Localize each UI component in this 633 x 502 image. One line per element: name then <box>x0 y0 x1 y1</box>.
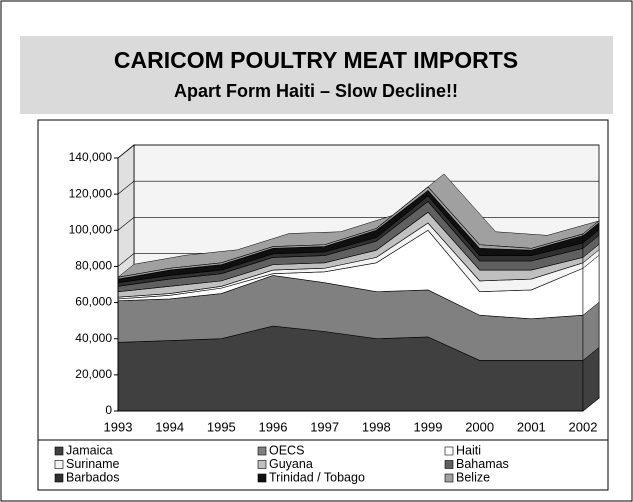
y-tick-label: 80,000 <box>75 259 112 273</box>
legend-swatch <box>444 473 454 483</box>
y-tick-label: 140,000 <box>69 150 113 164</box>
y-tick-label: 60,000 <box>75 295 112 309</box>
title-band <box>20 36 613 114</box>
x-tick-label: 1999 <box>414 419 443 434</box>
y-tick-label: 100,000 <box>69 222 113 236</box>
legend-label: Trinidad / Tobago <box>269 470 365 484</box>
y-tick-label: 40,000 <box>75 331 112 345</box>
chart-subtitle: Apart Form Haiti – Slow Decline!! <box>174 81 458 101</box>
x-tick-label: 2001 <box>517 419 546 434</box>
legend-label: OECS <box>269 443 304 457</box>
x-tick-label: 1994 <box>155 419 184 434</box>
legend-swatch <box>257 460 267 469</box>
x-tick-label: 2002 <box>569 419 598 434</box>
area-end-face <box>582 220 600 237</box>
y-tick-label: 20,000 <box>75 367 112 381</box>
grid-line <box>117 144 135 159</box>
x-tick-label: 1995 <box>207 419 236 434</box>
legend-swatch <box>257 446 267 456</box>
y-tick-label: 120,000 <box>69 186 113 200</box>
x-tick-label: 2000 <box>465 419 494 434</box>
legend-swatch <box>54 460 64 469</box>
legend-swatch <box>444 460 454 469</box>
legend-label: Jamaica <box>66 443 113 457</box>
chart-title: CARICOM POULTRY MEAT IMPORTS <box>114 47 518 73</box>
legend-swatch <box>54 473 64 483</box>
legend-label: Guyana <box>269 457 313 471</box>
grid-line <box>117 217 135 231</box>
legend-label: Belize <box>456 470 490 484</box>
x-tick-label: 1993 <box>104 419 133 434</box>
legend-label: Haiti <box>456 443 481 457</box>
x-tick-label: 1996 <box>259 419 288 434</box>
x-tick-label: 1997 <box>310 419 339 434</box>
y-tick-label: 0 <box>105 403 112 417</box>
grid-line <box>117 180 135 195</box>
legend-label: Bahamas <box>456 457 509 471</box>
x-tick-label: 1998 <box>362 419 391 434</box>
legend-label: Suriname <box>66 457 120 471</box>
grid-line <box>117 253 135 267</box>
legend-swatch <box>54 446 64 456</box>
legend-swatch <box>444 446 454 456</box>
legend-swatch <box>257 473 267 483</box>
legend-label: Barbados <box>66 470 120 484</box>
